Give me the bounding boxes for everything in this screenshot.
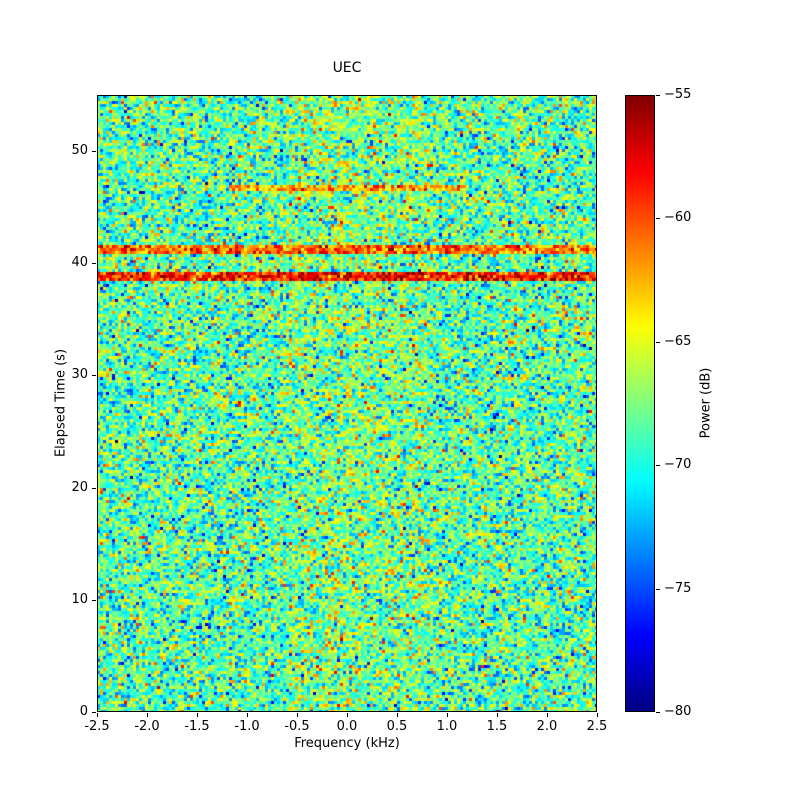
x-tick-mark [347, 713, 348, 717]
colorbar-tick-mark [656, 465, 660, 467]
x-tick-mark [597, 713, 598, 717]
x-tick-mark [497, 713, 498, 717]
y-tick-label: 40 [71, 255, 88, 271]
colorbar-tick-mark [656, 341, 660, 343]
x-tick-label: 1.0 [436, 719, 458, 734]
y-tick-mark [92, 712, 96, 713]
x-tick-label: 0.0 [336, 719, 358, 734]
colorbar-tick-label: −65 [664, 333, 692, 349]
x-tick-mark [297, 713, 298, 717]
colorbar-tick-mark [656, 712, 660, 713]
x-tick-mark [447, 713, 448, 717]
y-tick-mark [92, 599, 96, 601]
x-tick-label: -2.5 [84, 719, 110, 734]
chart-title: UEC [332, 60, 362, 76]
colorbar-tick-mark [656, 218, 660, 220]
x-tick-label: -2.0 [134, 719, 160, 734]
x-tick-mark [197, 713, 198, 717]
x-tick-mark [547, 713, 548, 717]
y-tick-label: 10 [71, 591, 88, 607]
x-tick-label: 2.0 [536, 719, 558, 734]
x-axis-label: Frequency (kHz) [294, 736, 400, 751]
y-tick-mark [92, 487, 96, 489]
colorbar-tick-mark [656, 588, 660, 590]
colorbar-tick-label: −80 [664, 704, 692, 719]
x-tick-label: -0.5 [284, 719, 310, 734]
y-tick-mark [92, 263, 96, 265]
colorbar-label: Power (dB) [698, 367, 714, 439]
colorbar-tick-label: −75 [664, 580, 692, 596]
x-tick-mark [147, 713, 148, 717]
x-tick-label: 1.5 [486, 719, 508, 734]
y-tick-label: 20 [71, 479, 88, 495]
colorbar-tick-label: −70 [664, 457, 692, 473]
colorbar-tick-mark [656, 95, 660, 96]
x-tick-label: -1.0 [234, 719, 260, 734]
colorbar-tick-label: −60 [664, 210, 692, 226]
x-tick-label: 0.5 [386, 719, 408, 734]
x-tick-label: 2.5 [586, 719, 608, 734]
y-axis-label: Elapsed Time (s) [53, 348, 69, 458]
colorbar-tick-label: −55 [664, 87, 692, 102]
x-tick-label: -1.5 [184, 719, 210, 734]
x-tick-mark [247, 713, 248, 717]
y-tick-mark [92, 375, 96, 377]
y-tick-label: 30 [71, 367, 88, 383]
x-tick-mark [97, 713, 98, 717]
x-tick-mark [397, 713, 398, 717]
y-tick-mark [92, 151, 96, 153]
y-tick-label: 0 [79, 704, 88, 719]
colorbar-gradient [625, 95, 655, 712]
spectrogram-canvas [97, 95, 597, 712]
y-tick-label: 50 [71, 143, 88, 159]
